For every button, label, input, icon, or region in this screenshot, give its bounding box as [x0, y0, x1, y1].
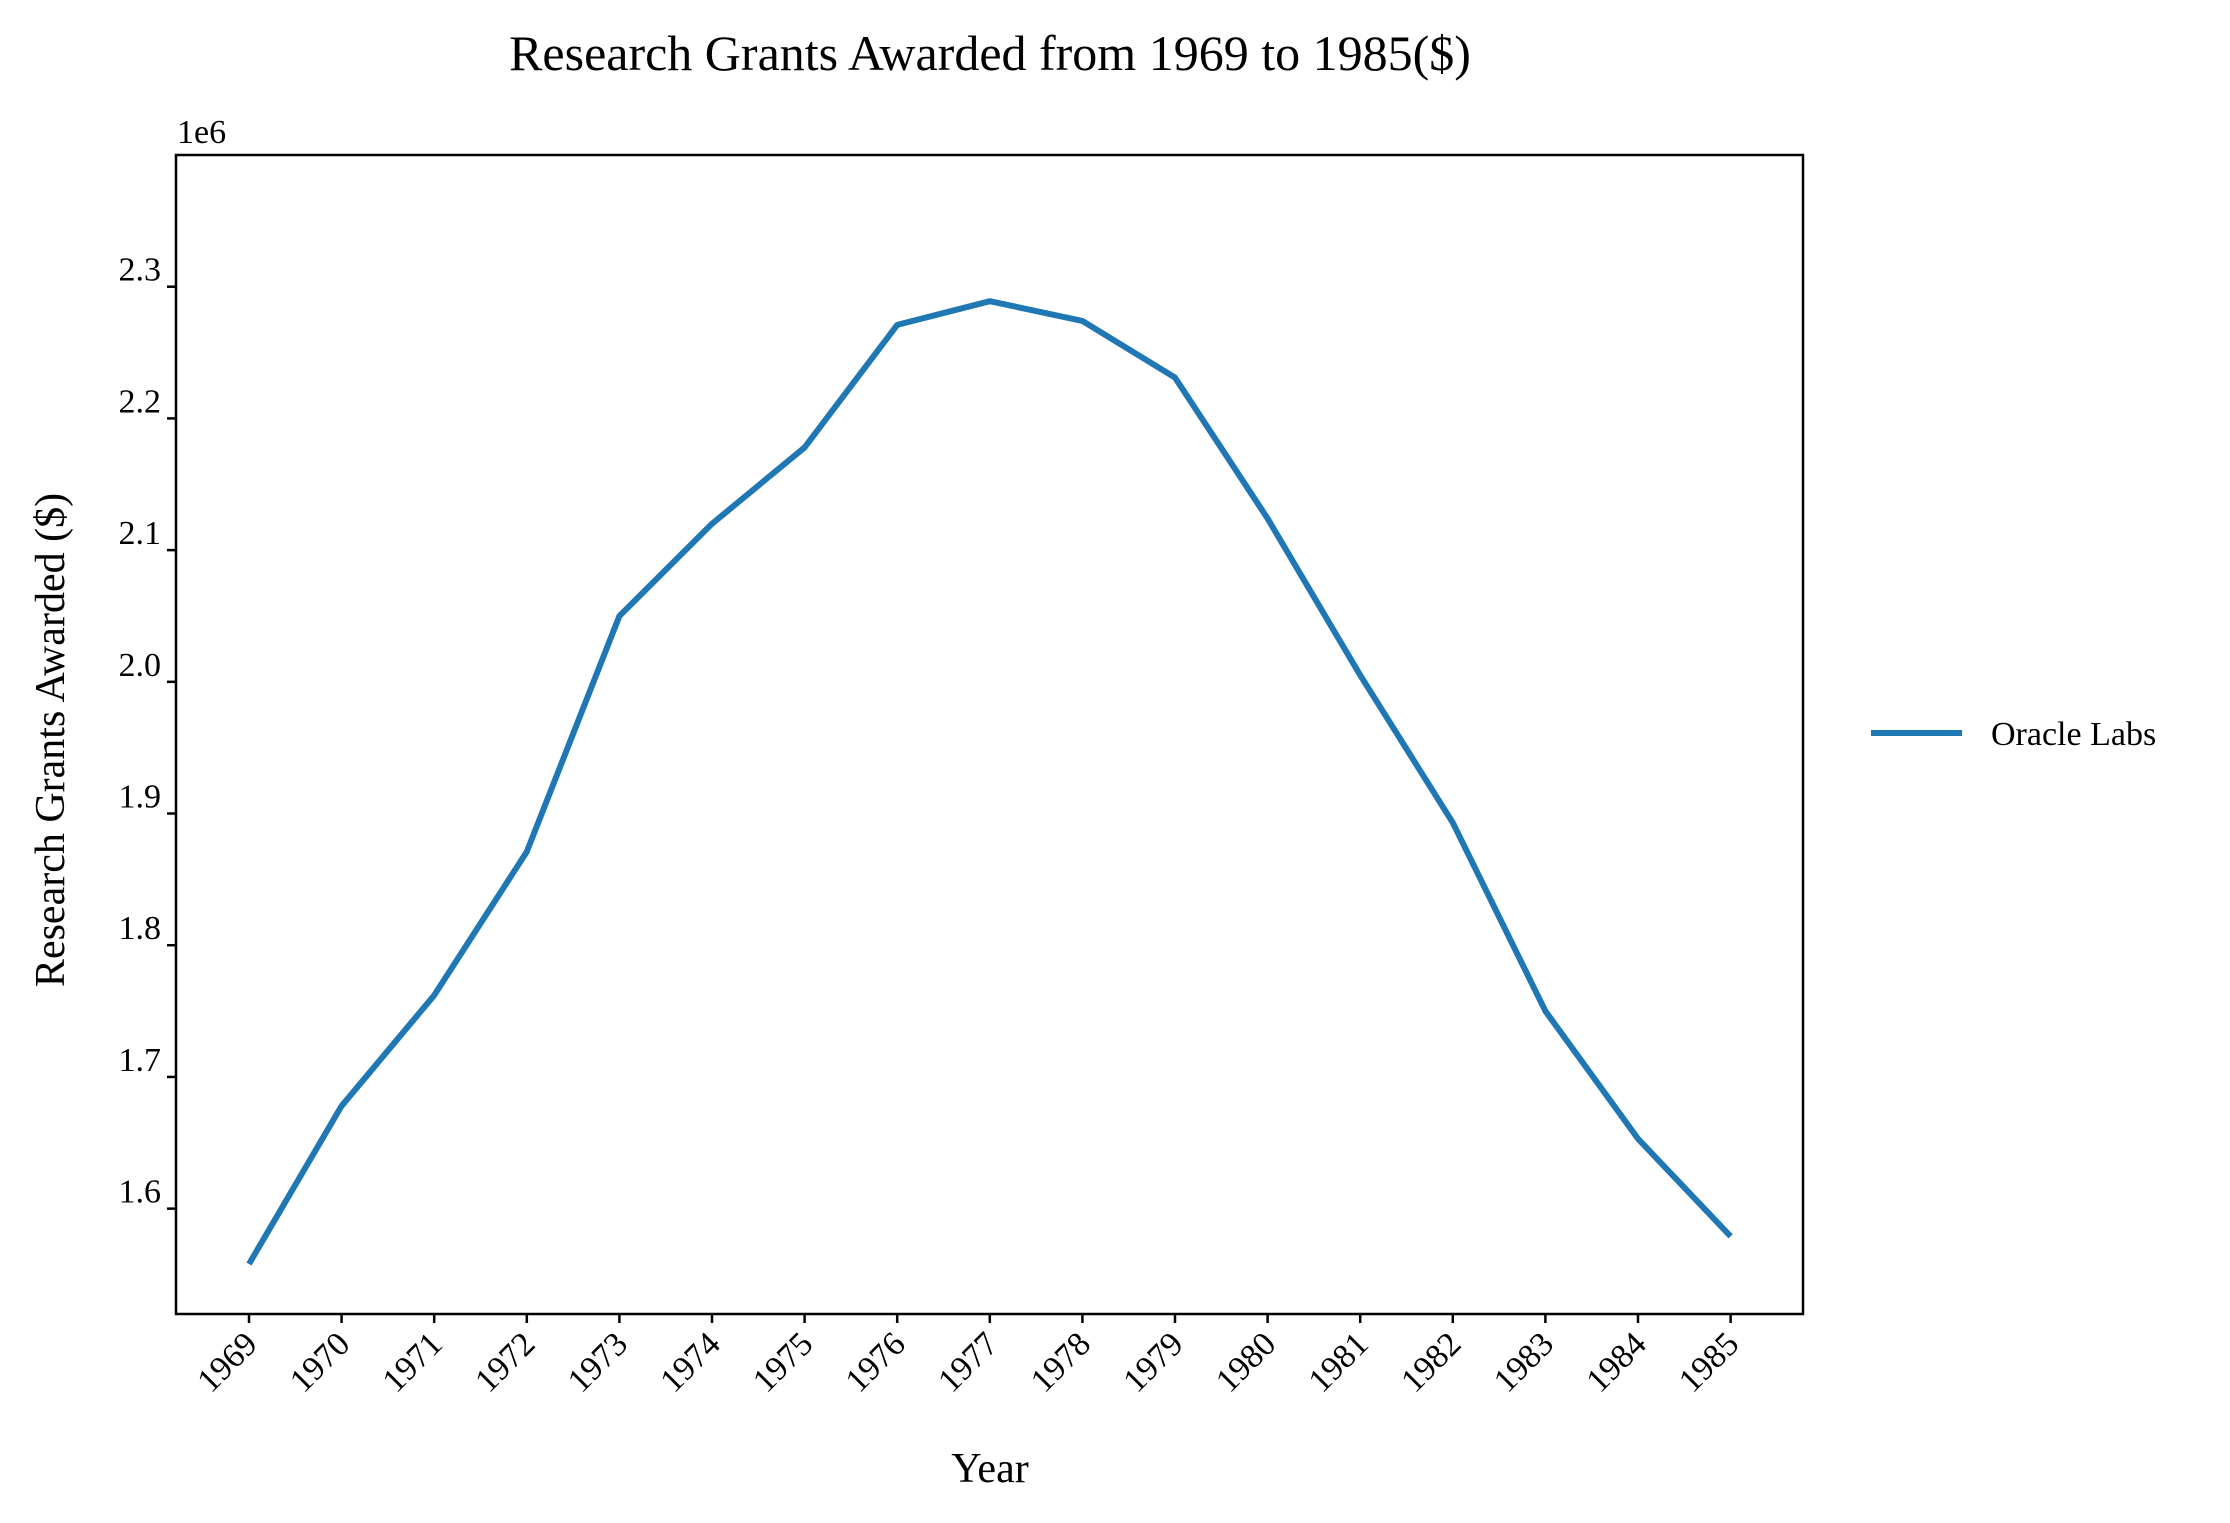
x-tick-label: 1973 — [561, 1325, 635, 1399]
x-tick-label: 1972 — [468, 1325, 542, 1399]
y-tick-label: 2.3 — [119, 252, 162, 289]
plot-frame — [174, 153, 1805, 1316]
x-tick-label: 1974 — [653, 1325, 727, 1399]
x-tick-label: 1983 — [1487, 1325, 1561, 1399]
x-tick-label: 1970 — [283, 1325, 357, 1399]
y-tick-label: 2.2 — [119, 383, 162, 420]
x-tick-label: 1980 — [1209, 1325, 1283, 1399]
chart-title: Research Grants Awarded from 1969 to 198… — [509, 25, 1471, 81]
x-tick-label: 1979 — [1116, 1325, 1190, 1399]
y-tick-label: 2.1 — [119, 515, 162, 552]
x-tick-label: 1976 — [839, 1325, 913, 1399]
y-axis-offset-label: 1e6 — [177, 114, 226, 151]
plot-area: 1.6 1.7 1.8 1.9 2.0 2.1 2.2 2.3 1969 1970 1971 1972… — [119, 153, 1805, 1400]
x-tick-label: 1969 — [190, 1325, 264, 1399]
series-line — [246, 298, 1733, 1266]
x-axis-label: Year — [951, 1446, 1028, 1492]
x-tick-label: 1982 — [1394, 1325, 1468, 1399]
y-tick-label: 1.7 — [119, 1042, 162, 1079]
x-tick-label: 1984 — [1579, 1325, 1653, 1399]
x-tick-label: 1977 — [931, 1325, 1005, 1399]
y-tick-label: 1.8 — [119, 910, 162, 947]
legend-label: Oracle Labs — [1991, 716, 2156, 753]
x-tick-label: 1975 — [746, 1325, 820, 1399]
y-tick-label: 2.0 — [119, 647, 162, 684]
y-axis-label: Research Grants Awarded ($) — [28, 493, 74, 987]
y-tick-label: 1.9 — [119, 779, 162, 816]
x-tick-label: 1985 — [1672, 1325, 1746, 1399]
x-tick-label: 1978 — [1024, 1325, 1098, 1399]
legend: Oracle Labs — [1871, 716, 2156, 753]
x-tick-label: 1971 — [376, 1325, 450, 1399]
x-tick-label: 1981 — [1302, 1325, 1376, 1399]
y-tick-label: 1.6 — [119, 1174, 162, 1211]
